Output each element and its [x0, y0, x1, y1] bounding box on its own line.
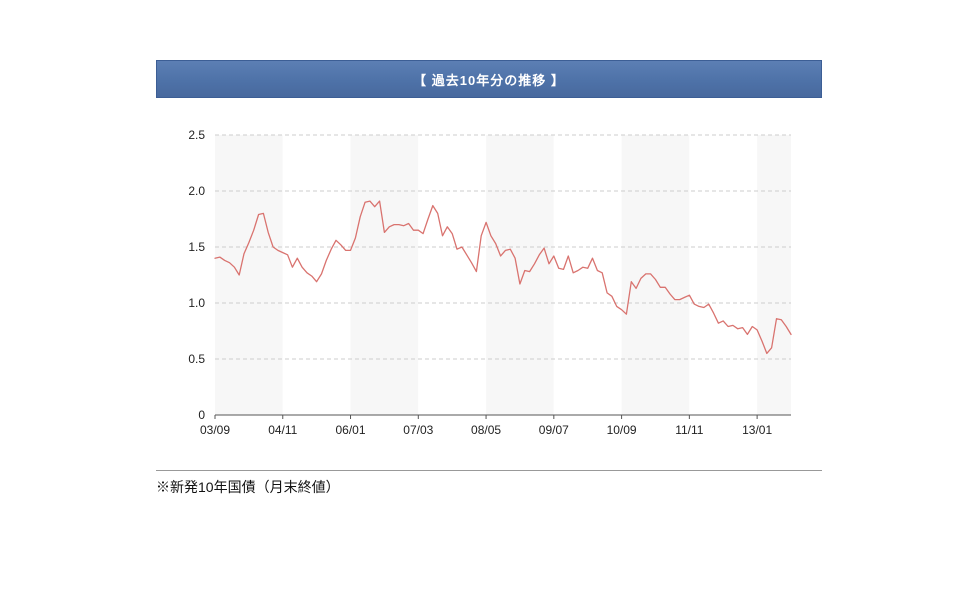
- background-band: [418, 135, 487, 415]
- y-tick-label: 2.5: [188, 128, 205, 142]
- background-band: [215, 135, 283, 415]
- bond-yield-chart-svg: 0 0.5 1.0 1.5 2.0 2.5 03/09 04/11 06/01 07/03 08/0…: [188, 128, 792, 437]
- y-tick-label: 1.5: [188, 240, 205, 254]
- y-tick-label: 0: [198, 408, 205, 422]
- chart-title-bar: 【 過去10年分の推移 】: [156, 60, 822, 98]
- y-tick-label: 2.0: [188, 184, 205, 198]
- background-band: [621, 135, 690, 415]
- content-column: 【 過去10年分の推移 】 0 0.5 1.0 1.5 2.0 2.5 03/09 04/11…: [156, 60, 822, 497]
- footer-divider: [156, 470, 822, 471]
- page: 【 過去10年分の推移 】 0 0.5 1.0 1.5 2.0 2.5 03/09 04/11…: [0, 60, 960, 497]
- y-tick-label: 1.0: [188, 296, 205, 310]
- chart-title: 【 過去10年分の推移 】: [413, 72, 565, 88]
- background-band: [282, 135, 351, 415]
- background-band: [757, 135, 791, 415]
- x-tick-label: 07/03: [403, 423, 433, 437]
- background-band: [689, 135, 758, 415]
- x-tick-label: 08/05: [471, 423, 501, 437]
- background-band: [350, 135, 419, 415]
- x-tick-label: 06/01: [336, 423, 366, 437]
- y-tick-label: 0.5: [188, 352, 205, 366]
- background-band: [553, 135, 622, 415]
- x-tick-label: 13/01: [742, 423, 772, 437]
- x-tick-label: 03/09: [200, 423, 230, 437]
- x-tick-label: 10/09: [607, 423, 637, 437]
- footnote: ※新発10年国債（月末終値）: [156, 479, 340, 495]
- yield-line-series: [214, 200, 792, 355]
- x-tick-label: 04/11: [268, 423, 297, 437]
- line-chart: 0 0.5 1.0 1.5 2.0 2.5 03/09 04/11 06/01 07/03 08/0…: [155, 119, 822, 454]
- x-tick-label: 09/07: [539, 423, 569, 437]
- x-tick-label: 11/11: [675, 423, 704, 437]
- background-band: [486, 135, 554, 415]
